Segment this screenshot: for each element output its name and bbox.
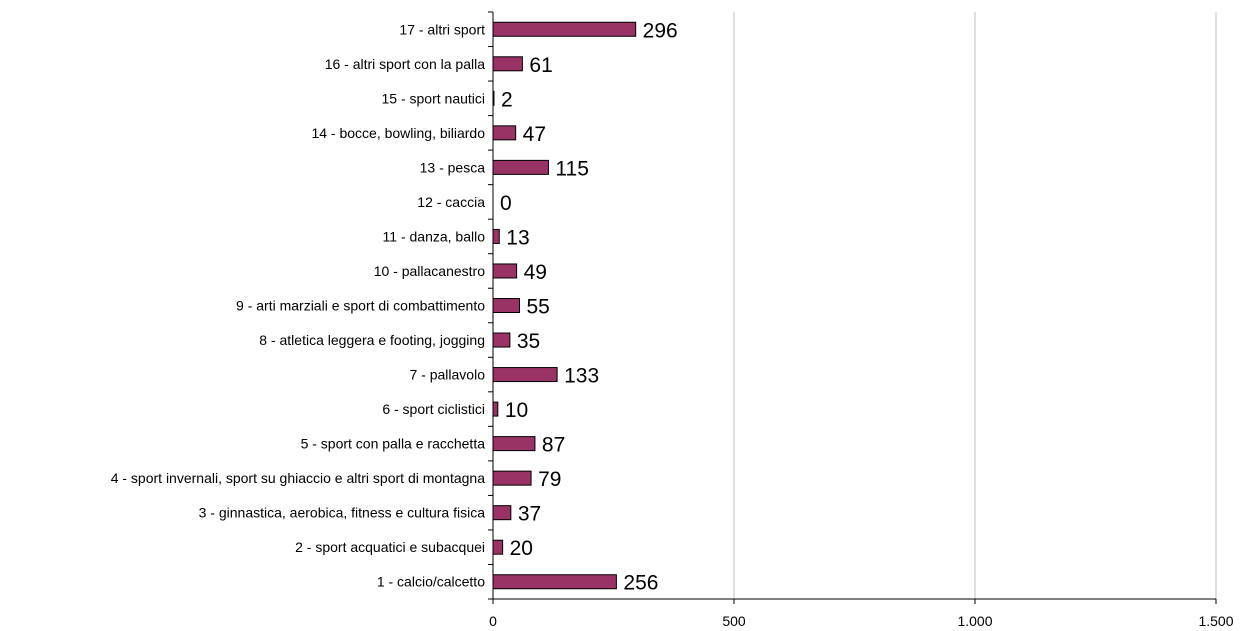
category-label: 7 - pallavolo	[410, 367, 486, 383]
bar	[492, 159, 549, 175]
category-label: 16 - altri sport con la palla	[325, 56, 486, 72]
data-label: 61	[529, 54, 552, 77]
bar	[492, 125, 517, 141]
data-label: 256	[623, 572, 658, 595]
bar	[492, 367, 558, 383]
x-tick-label: 1.500	[1198, 613, 1233, 629]
data-label: 87	[542, 434, 565, 457]
bar	[492, 505, 512, 521]
bar	[492, 298, 521, 313]
bar	[492, 332, 511, 348]
category-label: 8 - atletica leggera e footing, jogging	[259, 332, 485, 348]
bar	[492, 436, 536, 452]
bar	[492, 21, 637, 37]
data-label: 0	[500, 192, 512, 215]
category-label: 14 - bocce, bowling, biliardo	[311, 125, 485, 141]
x-tick-label: 1.000	[957, 613, 992, 629]
category-label: 9 - arti marziali e sport di combattimen…	[236, 298, 485, 314]
data-label: 13	[506, 226, 529, 249]
x-tick-label: 500	[722, 613, 746, 629]
axes	[488, 11, 1217, 604]
bar	[492, 228, 500, 244]
category-label: 4 - sport invernali, sport su ghiaccio e…	[111, 470, 486, 486]
data-label: 10	[505, 399, 528, 422]
category-label: 5 - sport con palla e racchetta	[301, 436, 486, 452]
bar	[492, 263, 518, 279]
category-label: 6 - sport ciclistici	[382, 401, 485, 417]
data-label: 115	[555, 157, 588, 180]
category-label: 11 - danza, ballo	[383, 228, 486, 244]
bar	[492, 539, 504, 555]
data-label: 133	[564, 365, 599, 388]
category-label: 15 - sport nautici	[382, 90, 486, 106]
category-label: 10 - pallacanestro	[374, 263, 486, 279]
data-label: 37	[518, 503, 541, 526]
grid-lines	[733, 12, 1217, 599]
category-label: 1 - calcio/calcetto	[377, 574, 485, 590]
category-label: 17 - altri sport	[399, 21, 485, 37]
category-label: 13 - pesca	[420, 159, 486, 175]
category-label: 3 - ginnastica, aerobica, fitness e cult…	[199, 505, 486, 521]
bar	[492, 470, 532, 486]
bar	[492, 401, 499, 417]
category-label: 2 - sport acquatici e subacquei	[295, 539, 485, 555]
data-label: 55	[527, 296, 550, 319]
category-label: 12 - caccia	[417, 194, 485, 210]
bar	[492, 56, 523, 72]
x-tick-label: 0	[489, 613, 497, 629]
data-label: 47	[523, 123, 546, 146]
data-label: 49	[524, 261, 547, 284]
bars	[492, 21, 637, 590]
data-label: 20	[510, 537, 533, 560]
data-label: 79	[538, 468, 561, 491]
labels: 0 500 1.000 1.500 1 - calcio/calcetto 256 2 - …	[111, 19, 1234, 629]
bar	[492, 574, 617, 590]
data-label: 35	[517, 330, 540, 353]
data-label: 296	[643, 19, 678, 42]
data-label: 2	[501, 88, 513, 111]
